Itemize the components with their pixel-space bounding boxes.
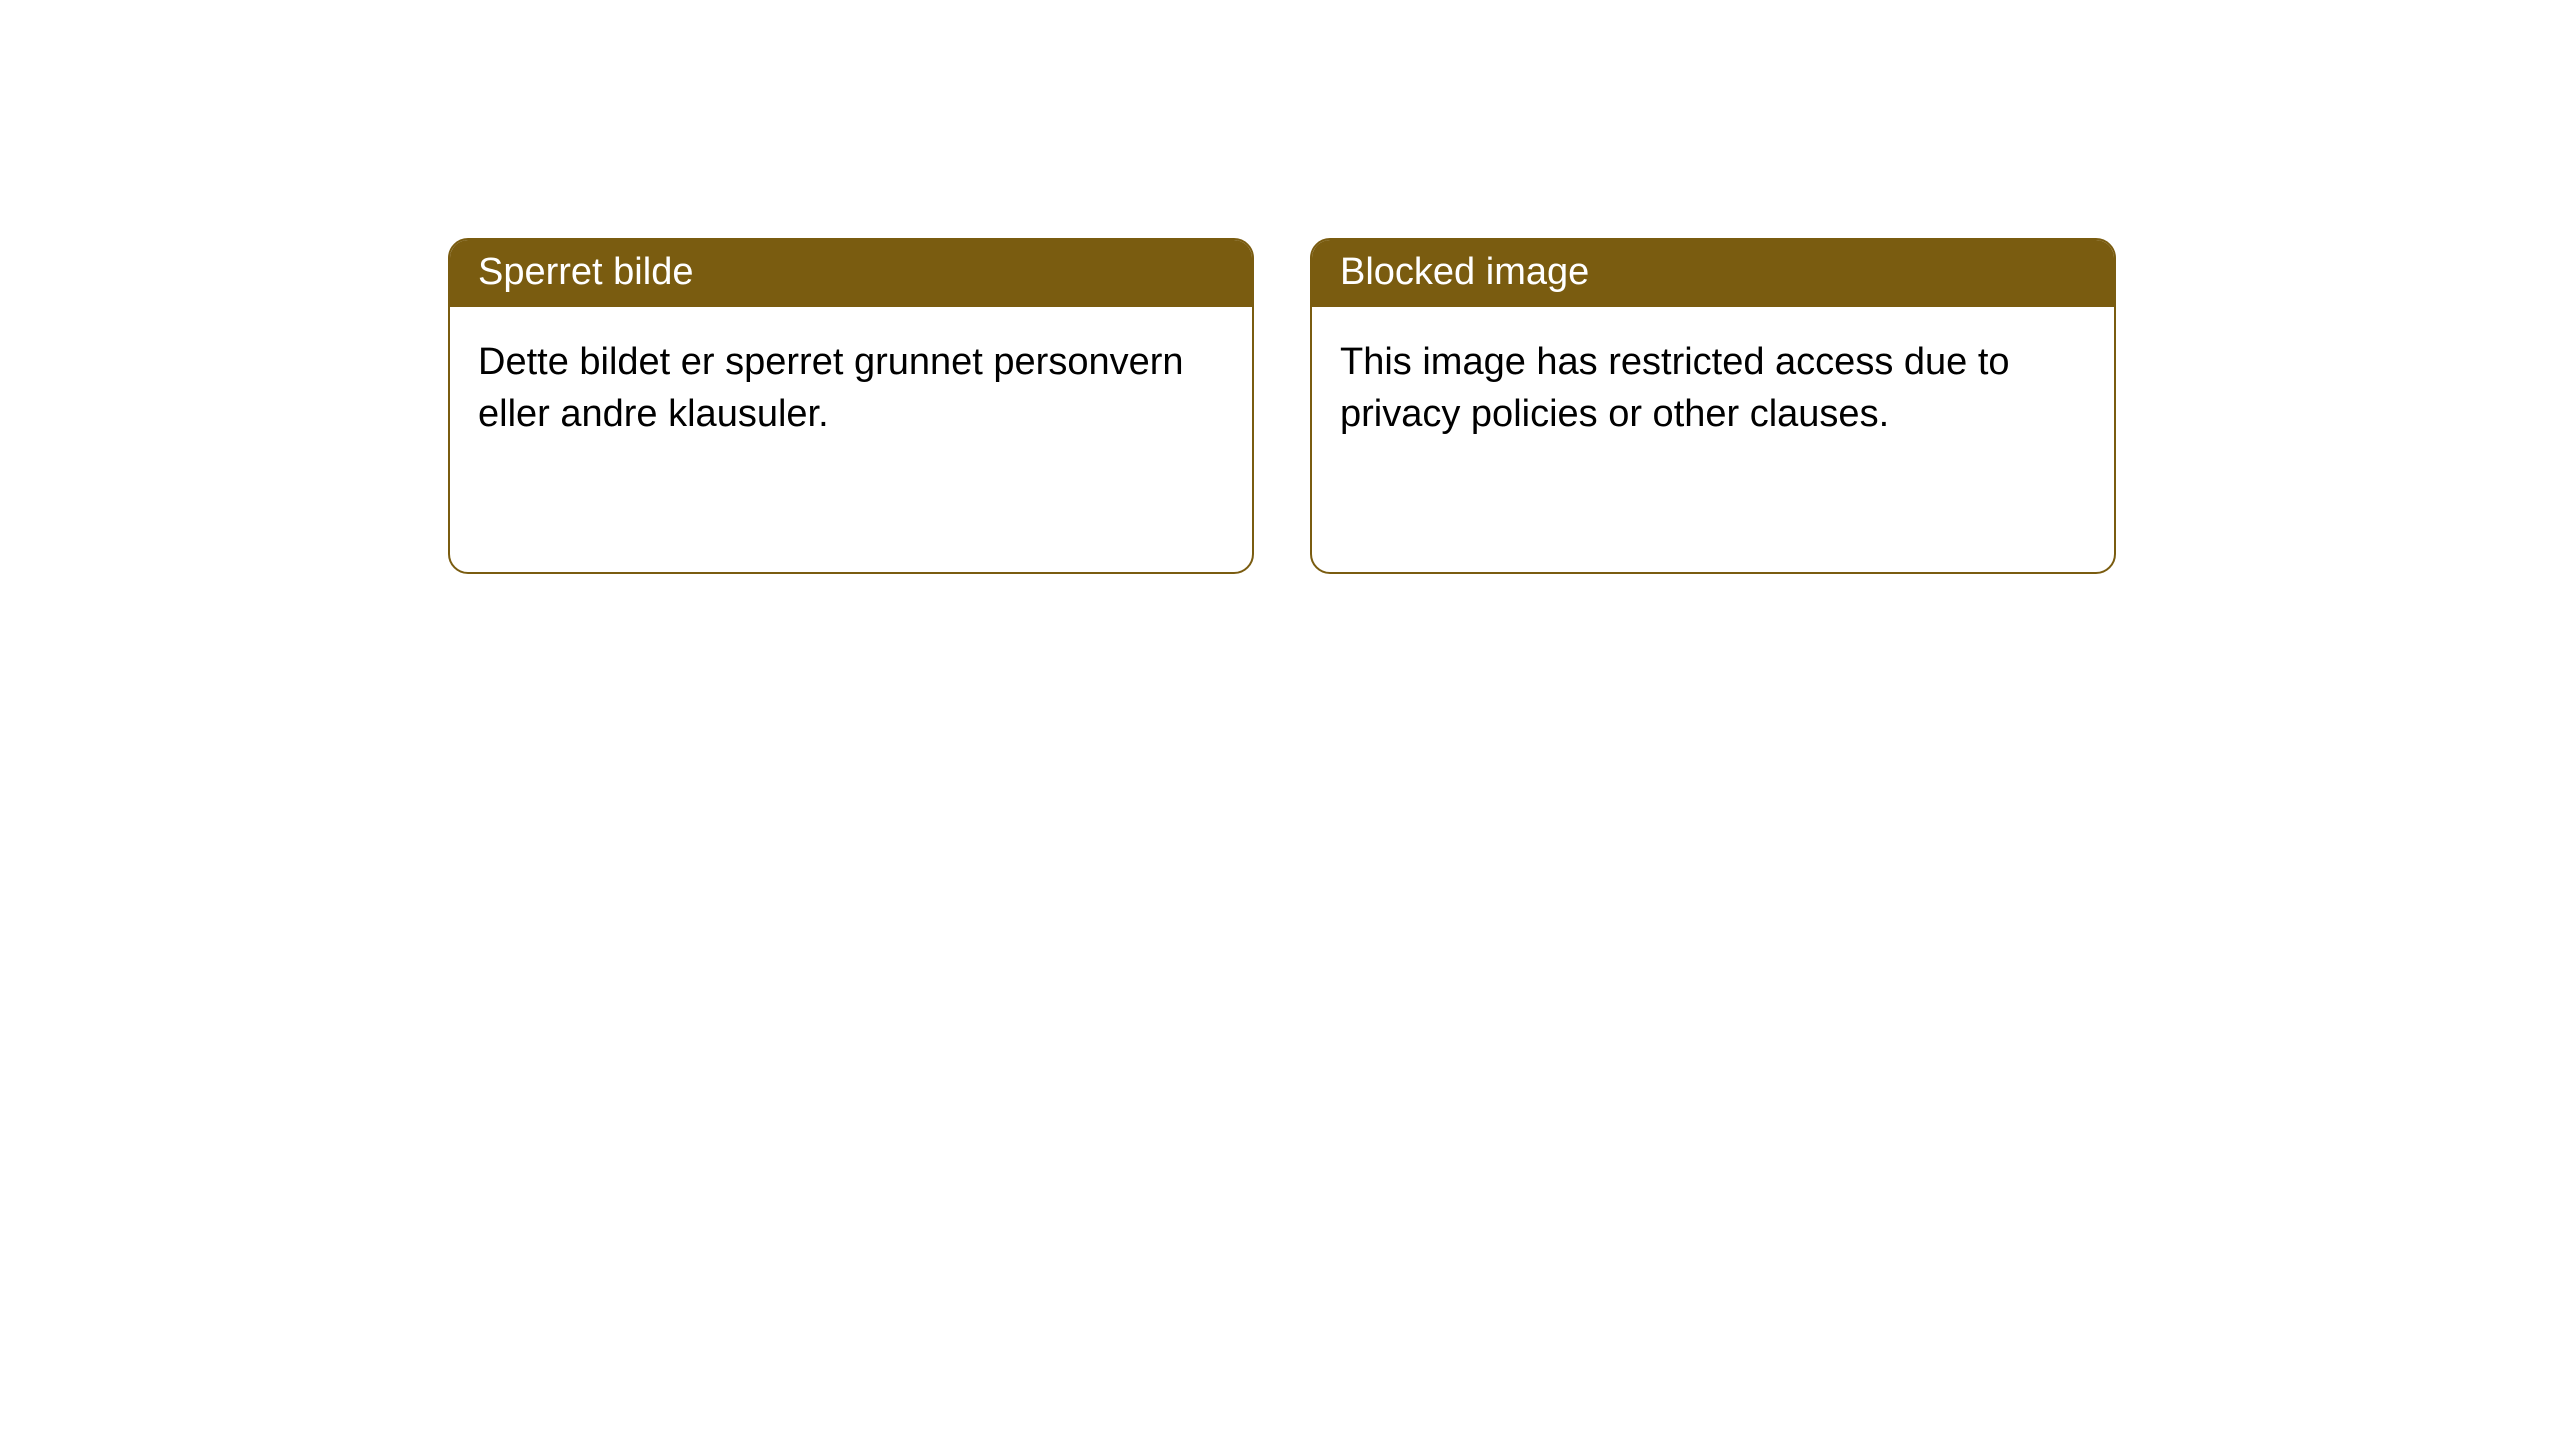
card-body: Dette bildet er sperret grunnet personve… [450,307,1252,470]
notice-container: Sperret bilde Dette bildet er sperret gr… [0,0,2560,574]
blocked-image-card-english: Blocked image This image has restricted … [1310,238,2116,574]
blocked-image-card-norwegian: Sperret bilde Dette bildet er sperret gr… [448,238,1254,574]
card-header: Blocked image [1312,240,2114,307]
card-body: This image has restricted access due to … [1312,307,2114,470]
card-header: Sperret bilde [450,240,1252,307]
